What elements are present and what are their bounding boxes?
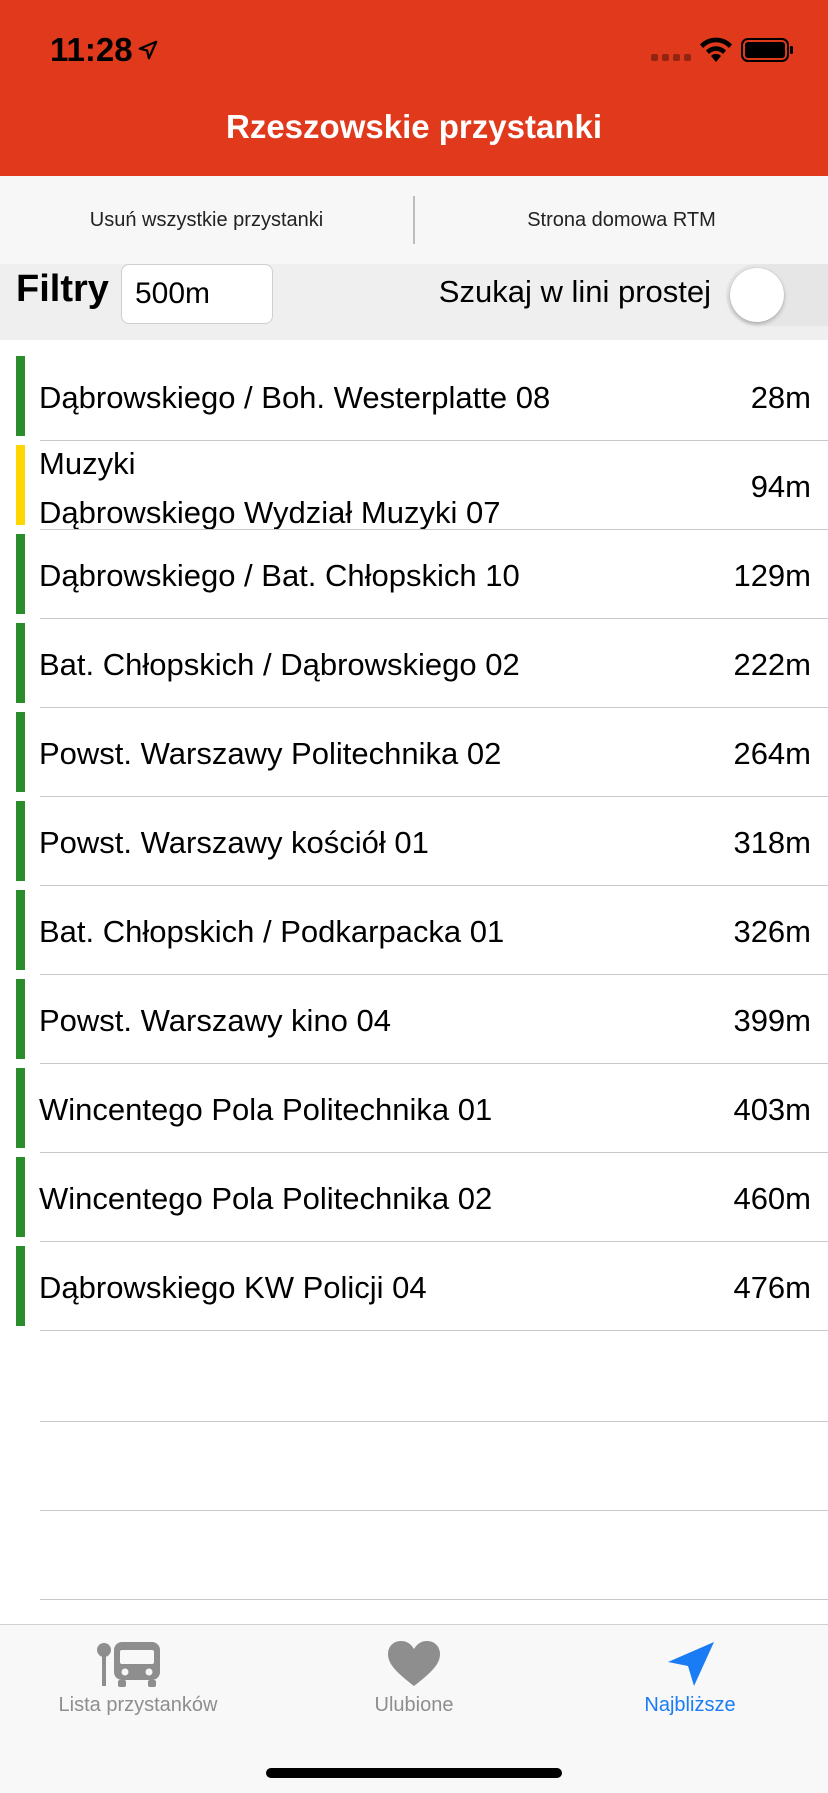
tab-stop-list[interactable]: Lista przystanków xyxy=(0,1640,276,1717)
status-time-text: 11:28 xyxy=(50,31,133,68)
stop-distance: 94m xyxy=(750,469,811,504)
stop-name: Bat. Chłopskich / Podkarpacka 01 xyxy=(39,914,505,949)
rtm-homepage-button[interactable]: Strona domowa RTM xyxy=(527,208,716,231)
bus-stop-icon xyxy=(97,1642,160,1687)
stop-row[interactable]: Powst. Warszawy kino 04 399m xyxy=(0,979,828,1068)
stop-distance: 318m xyxy=(733,825,811,860)
stop-row[interactable]: Dąbrowskiego / Bat. Chłopskich 10 129m xyxy=(0,534,828,623)
stop-name: Dąbrowskiego KW Policji 04 xyxy=(39,1270,427,1305)
page-title: Rzeszowskie przystanki xyxy=(226,108,602,145)
tab-label: Lista przystanków xyxy=(58,1694,218,1716)
action-divider xyxy=(413,196,415,244)
home-indicator[interactable] xyxy=(266,1768,562,1778)
row-separator xyxy=(40,1063,828,1064)
stop-name: Dąbrowskiego / Bat. Chłopskich 10 xyxy=(39,558,520,593)
stop-distance: 403m xyxy=(733,1092,811,1127)
tab-nearest[interactable]: Najbliższe xyxy=(552,1640,828,1717)
cellular-signal-icon xyxy=(651,54,691,61)
location-services-icon xyxy=(138,40,157,60)
heart-icon xyxy=(388,1641,440,1686)
stop-distance: 264m xyxy=(733,736,811,771)
stop-name: Dąbrowskiego Wydział Muzyki 07 xyxy=(39,495,501,530)
stop-color-bar xyxy=(16,979,25,1059)
empty-separator xyxy=(40,1599,828,1600)
stop-color-bar xyxy=(16,1068,25,1148)
empty-separator xyxy=(40,1421,828,1422)
tab-label: Najbliższe xyxy=(644,1694,736,1716)
stop-color-bar xyxy=(16,712,25,792)
tab-label: Ulubione xyxy=(374,1694,454,1716)
row-separator xyxy=(40,1330,828,1331)
stop-color-bar xyxy=(16,534,25,614)
row-separator xyxy=(40,796,828,797)
status-time: 11:28 xyxy=(50,30,159,70)
stop-distance: 476m xyxy=(733,1270,811,1305)
row-separator xyxy=(40,1241,828,1242)
stop-name: Powst. Warszawy kościół 01 xyxy=(39,825,429,860)
empty-separator xyxy=(40,1510,828,1511)
location-arrow-icon xyxy=(668,1642,714,1686)
stop-distance: 129m xyxy=(733,558,811,593)
stop-distance: 326m xyxy=(733,914,811,949)
row-separator xyxy=(40,618,828,619)
stop-color-bar xyxy=(16,1157,25,1237)
stop-distance: 460m xyxy=(733,1181,811,1216)
row-separator xyxy=(40,440,828,441)
stop-row[interactable]: Powst. Warszawy kościół 01 318m xyxy=(0,801,828,890)
battery-icon xyxy=(741,38,793,62)
filter-label: Filtry xyxy=(16,268,109,310)
wifi-icon xyxy=(700,37,732,62)
stop-distance: 399m xyxy=(733,1003,811,1038)
navigation-header: 11:28 Rzeszowskie przystanki xyxy=(0,0,828,176)
stop-name: Powst. Warszawy Politechnika 02 xyxy=(39,736,502,771)
stop-row[interactable]: Bat. Chłopskich / Podkarpacka 01 326m xyxy=(0,890,828,979)
stop-name: Powst. Warszawy kino 04 xyxy=(39,1003,392,1038)
row-separator xyxy=(40,1152,828,1153)
stop-row[interactable]: Powst. Warszawy Politechnika 02 264m xyxy=(0,712,828,801)
stop-name: Wincentego Pola Politechnika 02 xyxy=(39,1181,493,1216)
stop-color-bar xyxy=(16,356,25,436)
action-bar: Usuń wszystkie przystanki Strona domowa … xyxy=(0,176,828,264)
distance-filter-input[interactable]: 500m xyxy=(121,264,273,324)
stop-name: Wincentego Pola Politechnika 01 xyxy=(39,1092,493,1127)
row-separator xyxy=(40,885,828,886)
stop-color-bar xyxy=(16,445,25,525)
stop-color-bar xyxy=(16,801,25,881)
stop-distance: 222m xyxy=(733,647,811,682)
stop-row[interactable]: Dąbrowskiego / Boh. Westerplatte 08 28m xyxy=(0,356,828,445)
stop-row[interactable]: Wincentego Pola Politechnika 01 403m xyxy=(0,1068,828,1157)
stop-row[interactable]: Dąbrowskiego KW Policji 04 476m xyxy=(0,1246,828,1335)
row-separator xyxy=(40,974,828,975)
stop-color-bar xyxy=(16,623,25,703)
stop-name: Dąbrowskiego / Boh. Westerplatte 08 xyxy=(39,380,551,415)
stop-distance: 28m xyxy=(750,380,811,415)
stop-color-bar xyxy=(16,1246,25,1326)
stop-row[interactable]: Wincentego Pola Politechnika 02 460m xyxy=(0,1157,828,1246)
row-separator xyxy=(40,707,828,708)
stop-row[interactable]: Muzyki Dąbrowskiego Wydział Muzyki 07 94m xyxy=(0,445,828,534)
remove-all-stops-button[interactable]: Usuń wszystkie przystanki xyxy=(89,208,324,231)
row-separator xyxy=(40,529,828,530)
stop-color-bar xyxy=(16,890,25,970)
stop-name-line1: Muzyki xyxy=(39,446,136,481)
stop-row[interactable]: Bat. Chłopskich / Dąbrowskiego 02 222m xyxy=(0,623,828,712)
tab-favorites[interactable]: Ulubione xyxy=(276,1640,552,1717)
straight-line-label: Szukaj w lini prostej xyxy=(438,274,711,309)
stop-name: Bat. Chłopskich / Dąbrowskiego 02 xyxy=(39,647,520,682)
toggle-knob[interactable] xyxy=(730,268,784,322)
